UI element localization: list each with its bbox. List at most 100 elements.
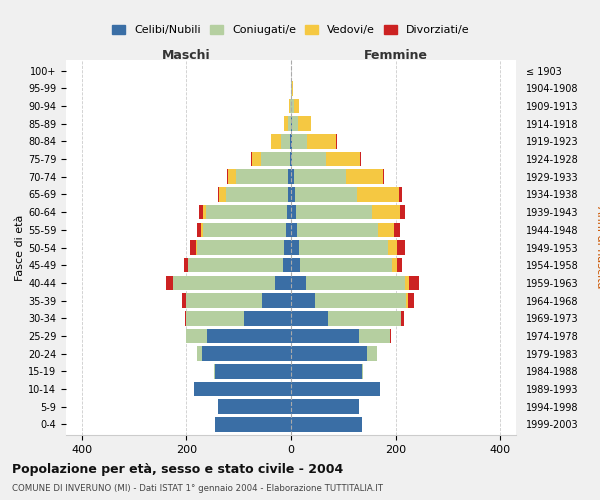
Text: Maschi: Maschi bbox=[162, 49, 211, 62]
Bar bbox=[188, 258, 291, 272]
Bar bbox=[251, 152, 291, 166]
Bar bbox=[292, 152, 326, 166]
Bar bbox=[289, 98, 291, 113]
Bar bbox=[298, 116, 311, 131]
Bar bbox=[289, 98, 291, 113]
Bar bbox=[187, 328, 291, 343]
Bar bbox=[392, 258, 397, 272]
Bar bbox=[290, 152, 291, 166]
Bar bbox=[201, 222, 291, 237]
Bar bbox=[173, 276, 291, 290]
Bar bbox=[214, 364, 291, 378]
Bar bbox=[271, 134, 291, 148]
Bar bbox=[360, 152, 361, 166]
Bar bbox=[405, 276, 409, 290]
Bar bbox=[202, 346, 291, 361]
Bar bbox=[397, 240, 405, 255]
Bar bbox=[291, 222, 297, 237]
Bar bbox=[293, 98, 299, 113]
Bar bbox=[203, 222, 291, 237]
Bar bbox=[236, 170, 291, 184]
Bar bbox=[275, 276, 291, 290]
Bar bbox=[289, 170, 291, 184]
Bar bbox=[228, 170, 291, 184]
Bar bbox=[409, 276, 419, 290]
Bar bbox=[290, 98, 291, 113]
Bar bbox=[218, 400, 291, 414]
Bar bbox=[197, 346, 291, 361]
Bar bbox=[218, 187, 291, 202]
Bar bbox=[371, 205, 400, 220]
Bar bbox=[203, 205, 291, 220]
Bar bbox=[379, 222, 394, 237]
Bar bbox=[218, 400, 291, 414]
Bar bbox=[215, 364, 291, 378]
Bar bbox=[400, 205, 404, 220]
Text: Femmine: Femmine bbox=[364, 49, 428, 62]
Bar bbox=[291, 276, 305, 290]
Bar bbox=[314, 294, 406, 308]
Bar bbox=[252, 152, 291, 166]
Bar bbox=[289, 187, 291, 202]
Bar bbox=[199, 205, 291, 220]
Bar bbox=[367, 346, 377, 361]
Bar bbox=[244, 311, 291, 326]
Bar bbox=[197, 346, 291, 361]
Bar bbox=[291, 187, 295, 202]
Bar bbox=[197, 222, 291, 237]
Bar bbox=[358, 187, 400, 202]
Bar bbox=[194, 382, 291, 396]
Bar bbox=[326, 152, 360, 166]
Bar bbox=[291, 258, 301, 272]
Legend: Celibi/Nubili, Coniugati/e, Vedovi/e, Divorziati/e: Celibi/Nubili, Coniugati/e, Vedovi/e, Di… bbox=[108, 20, 474, 40]
Bar bbox=[301, 258, 392, 272]
Bar bbox=[284, 116, 291, 131]
Bar bbox=[281, 134, 291, 148]
Bar bbox=[291, 98, 293, 113]
Bar bbox=[182, 294, 291, 308]
Bar bbox=[214, 364, 291, 378]
Bar bbox=[291, 152, 292, 166]
Bar bbox=[188, 258, 291, 272]
Bar bbox=[297, 222, 379, 237]
Bar bbox=[197, 346, 291, 361]
Bar bbox=[292, 116, 298, 131]
Bar bbox=[197, 240, 291, 255]
Bar bbox=[227, 170, 291, 184]
Bar bbox=[287, 205, 291, 220]
Bar bbox=[262, 294, 291, 308]
Bar bbox=[194, 382, 291, 396]
Bar bbox=[291, 170, 293, 184]
Bar bbox=[284, 240, 291, 255]
Bar bbox=[291, 240, 299, 255]
Bar bbox=[292, 81, 293, 96]
Bar bbox=[284, 116, 291, 131]
Bar bbox=[271, 134, 291, 148]
Bar bbox=[215, 417, 291, 432]
Bar bbox=[400, 187, 402, 202]
Bar bbox=[187, 294, 291, 308]
Bar bbox=[383, 170, 384, 184]
Bar bbox=[397, 258, 403, 272]
Bar bbox=[291, 205, 296, 220]
Bar bbox=[288, 116, 291, 131]
Bar bbox=[187, 311, 291, 326]
Bar bbox=[305, 276, 405, 290]
Bar bbox=[307, 134, 336, 148]
Bar bbox=[346, 170, 383, 184]
Bar bbox=[292, 134, 307, 148]
Bar bbox=[194, 382, 291, 396]
Bar bbox=[196, 240, 291, 255]
Bar bbox=[406, 294, 407, 308]
Bar bbox=[291, 294, 314, 308]
Bar bbox=[185, 311, 291, 326]
Bar bbox=[218, 400, 291, 414]
Bar bbox=[206, 205, 291, 220]
Bar bbox=[328, 311, 401, 326]
Bar bbox=[187, 294, 291, 308]
Bar bbox=[190, 240, 291, 255]
Bar bbox=[226, 187, 291, 202]
Y-axis label: Anni di nascita: Anni di nascita bbox=[595, 206, 600, 289]
Bar bbox=[296, 205, 371, 220]
Y-axis label: Fasce di età: Fasce di età bbox=[15, 214, 25, 280]
